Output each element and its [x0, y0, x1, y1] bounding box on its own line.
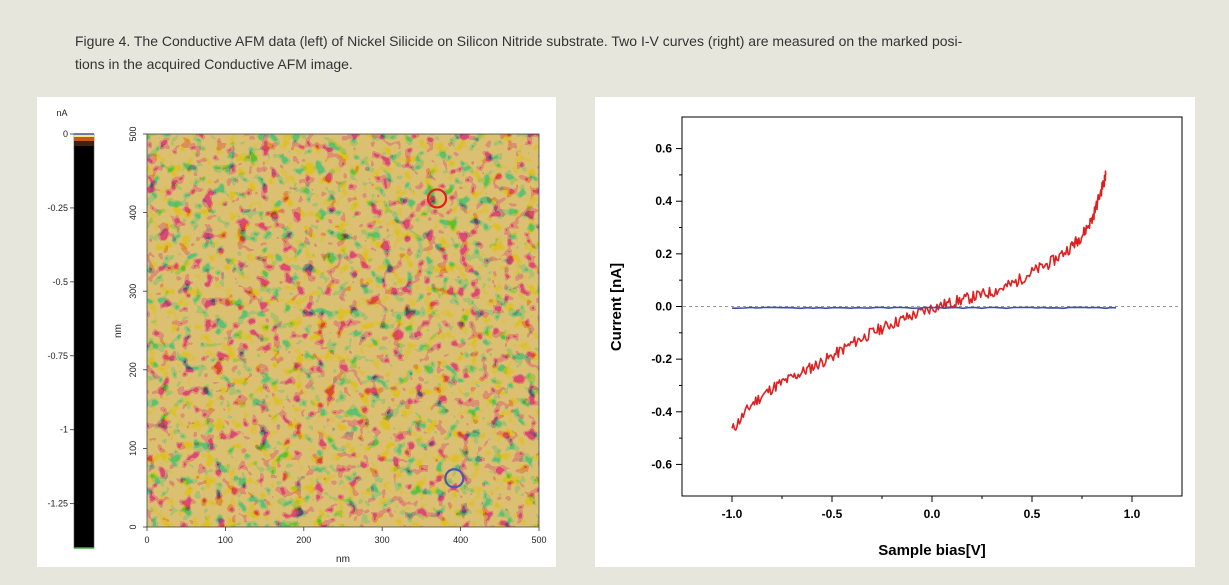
y-tick-label: -0.2 [651, 352, 672, 366]
y-tick-label: 0.6 [655, 142, 672, 156]
afm-y-tick-label: 300 [128, 284, 138, 299]
x-tick-label: 0.5 [1024, 507, 1041, 521]
colorbar-top-band [74, 134, 94, 137]
afm-x-tick-label: 300 [375, 535, 390, 545]
y-tick-label: 0.4 [655, 194, 672, 208]
colorbar-top-band [74, 141, 94, 146]
caption-line-1: Figure 4. The Conductive AFM data (left)… [75, 33, 963, 49]
series-group [731, 170, 1117, 431]
iv-curve-red [731, 170, 1107, 431]
afm-y-tick-label: 400 [128, 205, 138, 220]
x-tick-label: 0.0 [924, 507, 941, 521]
y-axis-title: Current [nA] [608, 263, 625, 351]
x-axis-title: Sample bias[V] [878, 542, 986, 559]
x-tick-label: -0.5 [822, 507, 843, 521]
colorbar-tick-label: 0 [63, 129, 68, 139]
colorbar [73, 133, 95, 549]
y-tick-label: 0.2 [655, 247, 672, 261]
afm-x-tick-label: 200 [296, 535, 311, 545]
colorbar-tick-label: -0.5 [52, 277, 68, 287]
afm-y-axis-label: nm [113, 324, 124, 338]
afm-image-frame [146, 133, 540, 528]
afm-x-tick-label: 100 [218, 535, 233, 545]
colorbar-tick-label: -0.25 [47, 203, 68, 213]
colorbar-unit: nA [56, 108, 67, 118]
iv-curve-blue [732, 306, 1117, 310]
x-tick-label: 1.0 [1124, 507, 1141, 521]
y-tick-label: -0.6 [651, 457, 672, 471]
afm-x-tick-label: 0 [144, 535, 149, 545]
measurement-position-marker [426, 188, 448, 209]
afm-x-tick-label: 500 [531, 535, 546, 545]
axis-ticks: -1.0 -0.5 0.0 0.5 1.0 -0.6 -0.4 -0.2 0.0 0.2 0.4 0.… [651, 142, 1140, 521]
x-tick-label: -1.0 [722, 507, 743, 521]
iv-chart-svg: -1.0 -0.5 0.0 0.5 1.0 -0.6 -0.4 -0.2 0.0 0.2 0.4 0.… [608, 116, 1183, 559]
afm-y-tick-label: 200 [128, 362, 138, 377]
afm-axes: 0 0 100 100 200 200 300 300 400 400 500 500 [128, 126, 547, 545]
figure-caption: Figure 4. The Conductive AFM data (left)… [75, 30, 1185, 76]
colorbar-top-band [74, 137, 94, 141]
colorbar-tick-label: -1.25 [47, 499, 68, 509]
afm-image-panel: nA 0 -0.25 -0.5 -0.75 -1 -1.25 0 0 100 100 200 200… [37, 97, 556, 567]
y-tick-label: -0.4 [651, 405, 672, 419]
afm-x-axis-label: nm [336, 554, 350, 565]
measurement-position-marker [444, 468, 465, 489]
caption-line-2: tions in the acquired Conductive AFM ima… [75, 56, 353, 72]
iv-chart-panel: -1.0 -0.5 0.0 0.5 1.0 -0.6 -0.4 -0.2 0.0 0.2 0.4 0.… [595, 97, 1195, 567]
afm-x-tick-label: 400 [453, 535, 468, 545]
afm-image-svg: nA 0 -0.25 -0.5 -0.75 -1 -1.25 0 0 100 100 200 200… [47, 108, 547, 565]
afm-y-tick-label: 500 [128, 126, 138, 141]
afm-current-map [147, 134, 539, 527]
afm-y-tick-label: 100 [128, 441, 138, 456]
colorbar-tick-label: -0.75 [47, 351, 68, 361]
colorbar-ticks: 0 -0.25 -0.5 -0.75 -1 -1.25 [47, 129, 74, 509]
y-tick-label: 0.0 [655, 300, 672, 314]
colorbar-tick-label: -1 [60, 425, 68, 435]
afm-y-tick-label: 0 [128, 524, 138, 529]
afm-markers [426, 188, 465, 489]
